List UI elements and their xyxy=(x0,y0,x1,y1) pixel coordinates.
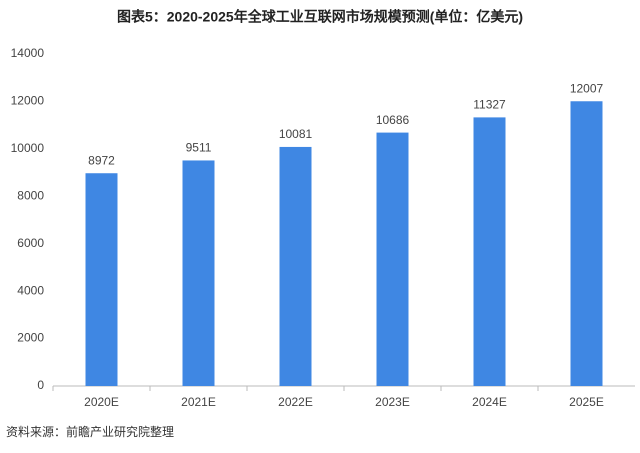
chart-title: 图表5：2020-2025年全球工业互联网市场规模预测(单位：亿美元) xyxy=(117,9,523,25)
bar xyxy=(570,101,603,386)
x-tick-label: 2023E xyxy=(375,395,410,409)
data-label: 12007 xyxy=(570,81,604,95)
x-tick-label: 2024E xyxy=(472,395,507,409)
x-tick-label: 2020E xyxy=(84,395,119,409)
y-tick-label: 12000 xyxy=(11,94,45,108)
data-label: 8972 xyxy=(88,153,115,167)
y-tick-label: 10000 xyxy=(11,141,45,155)
y-tick-label: 2000 xyxy=(17,331,44,345)
source-note: 资料来源：前瞻产业研究院整理 xyxy=(6,424,174,439)
y-tick-label: 4000 xyxy=(17,283,44,297)
x-tick-label: 2021E xyxy=(181,395,216,409)
y-tick-label: 8000 xyxy=(17,188,44,202)
data-label: 11327 xyxy=(473,98,506,112)
bar xyxy=(376,132,409,386)
bar xyxy=(182,160,215,386)
data-label: 9511 xyxy=(186,141,212,155)
y-tick-label: 0 xyxy=(37,378,44,392)
x-tick-label: 2025E xyxy=(569,395,604,409)
x-tick-label: 2022E xyxy=(278,395,313,409)
data-label: 10686 xyxy=(376,113,410,127)
data-label: 10081 xyxy=(279,127,313,141)
bar xyxy=(85,173,118,386)
y-tick-label: 14000 xyxy=(11,46,45,60)
y-tick-label: 6000 xyxy=(17,236,44,250)
bar xyxy=(473,117,506,387)
bar xyxy=(279,146,312,386)
